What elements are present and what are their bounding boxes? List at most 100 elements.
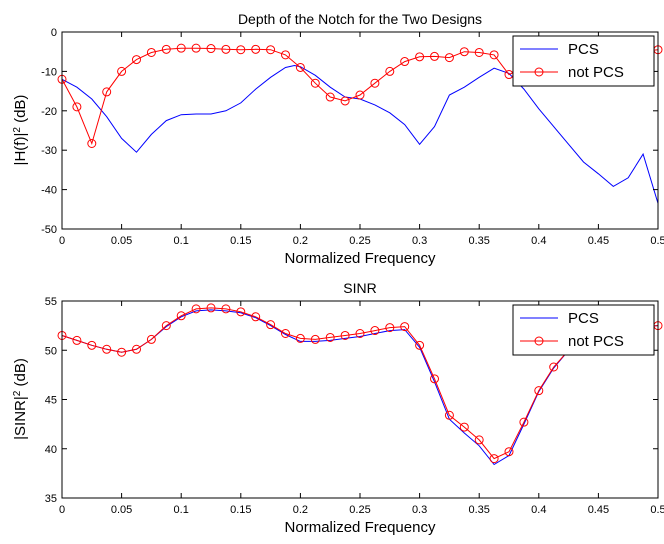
- data-point: [504, 447, 514, 457]
- x-tick-label: 0.05: [111, 504, 132, 516]
- data-point: [295, 333, 305, 343]
- data-point: [474, 47, 484, 57]
- data-point: [325, 332, 335, 342]
- data-point: [340, 330, 350, 340]
- data-point: [251, 44, 261, 54]
- data-point: [251, 312, 261, 322]
- data-point: [444, 53, 454, 63]
- series-not-pcs: [57, 303, 663, 464]
- legend-box: [512, 35, 655, 87]
- x-tick-label: 0.35: [468, 504, 489, 516]
- x-tick-label: 0.1: [174, 504, 189, 516]
- data-point: [549, 362, 559, 372]
- data-point: [295, 62, 305, 72]
- legend-label: PCS: [568, 41, 599, 58]
- data-point: [161, 321, 171, 331]
- data-point: [340, 96, 350, 106]
- data-point: [146, 334, 156, 344]
- data-point: [444, 410, 454, 420]
- data-point: [430, 374, 439, 384]
- y-tick-label: -50: [41, 224, 57, 236]
- data-point: [102, 344, 112, 354]
- data-point: [191, 43, 201, 53]
- x-tick-label: 0.4: [531, 504, 546, 516]
- data-point: [370, 326, 380, 336]
- data-point: [355, 90, 365, 100]
- y-tick-label: 35: [45, 493, 57, 505]
- axes-layer: 0 0.05 0.1 0.15 0.2 0.25 0.3 0.35 0.4 0.45 0.5 -50 -…: [41, 27, 664, 247]
- x-tick-label: 0.2: [293, 504, 308, 516]
- data-point: [400, 322, 410, 332]
- data-point: [370, 78, 380, 88]
- data-point: [266, 320, 276, 330]
- data-point: [146, 47, 156, 57]
- y-tick-label: -10: [41, 66, 57, 78]
- x-tick-label: 0: [59, 235, 65, 247]
- x-tick-label: 0.35: [468, 235, 489, 247]
- plot-frame: [61, 31, 659, 230]
- data-point: [281, 329, 290, 339]
- y-tick-label: 50: [45, 345, 57, 357]
- x-tick-label: 0.5: [650, 235, 664, 247]
- data-point: [87, 139, 97, 149]
- data-point: [102, 87, 112, 97]
- chart-title: Depth of the Notch for the Two Designs: [238, 11, 482, 27]
- data-point: [355, 329, 365, 339]
- legend-label: not PCS: [568, 64, 624, 81]
- data-point: [400, 57, 410, 67]
- x-tick-label: 0.25: [349, 235, 370, 247]
- chart-notch-depth: Depth of the Notch for the Two Designs 0…: [12, 11, 664, 267]
- y-tick-label: 55: [45, 296, 57, 308]
- data-point: [489, 454, 499, 464]
- data-point: [206, 303, 216, 313]
- data-point: [459, 47, 469, 57]
- series-not-pcs: [57, 43, 663, 149]
- data-point: [236, 45, 246, 55]
- y-tick-label: -20: [41, 106, 57, 118]
- data-point: [534, 386, 544, 396]
- series-layer: [57, 303, 663, 466]
- data-point: [459, 422, 469, 432]
- data-point: [132, 55, 141, 65]
- data-point: [489, 50, 499, 60]
- data-point: [72, 335, 82, 345]
- x-axis-label: Normalized Frequency: [285, 519, 436, 536]
- plot-frame: [61, 300, 659, 499]
- data-point: [325, 92, 335, 102]
- x-tick-label: 0.45: [588, 504, 609, 516]
- y-axis-label-exponent: 2: [12, 390, 23, 396]
- data-point: [132, 344, 141, 354]
- data-point: [281, 50, 290, 60]
- data-point: [310, 334, 320, 344]
- y-axis-label-exponent: 2: [12, 127, 23, 133]
- data-point: [519, 417, 529, 427]
- data-point: [385, 66, 395, 76]
- chart-title: SINR: [343, 280, 376, 296]
- data-point: [221, 44, 231, 54]
- data-point: [206, 44, 216, 54]
- legend: PCS not PCS: [512, 35, 655, 87]
- data-point: [117, 347, 127, 357]
- data-point: [474, 435, 484, 445]
- y-axis-label: |SINR|2 (dB): [12, 358, 30, 440]
- x-tick-label: 0.15: [230, 504, 251, 516]
- y-tick-label: 40: [45, 444, 57, 456]
- data-point: [221, 304, 231, 314]
- chart-sinr: SINR 0 0.05 0.1 0.15 0.2 0.25 0.3 0.35 0.4 0.45 0.…: [12, 280, 664, 536]
- legend-marker: [534, 336, 544, 346]
- legend: PCS not PCS: [512, 304, 655, 356]
- legend-marker: [534, 67, 544, 77]
- data-point: [161, 44, 171, 54]
- y-tick-label: 45: [45, 395, 57, 407]
- data-point: [415, 52, 425, 62]
- x-tick-label: 0.3: [412, 504, 427, 516]
- data-point: [87, 340, 97, 350]
- data-point: [72, 102, 82, 112]
- x-tick-label: 0.05: [111, 235, 132, 247]
- y-tick-label: -30: [41, 145, 57, 157]
- legend-label: PCS: [568, 310, 599, 327]
- data-point: [415, 340, 425, 350]
- y-tick-label: -40: [41, 185, 57, 197]
- series-line: [61, 307, 659, 460]
- x-tick-label: 0.2: [293, 235, 308, 247]
